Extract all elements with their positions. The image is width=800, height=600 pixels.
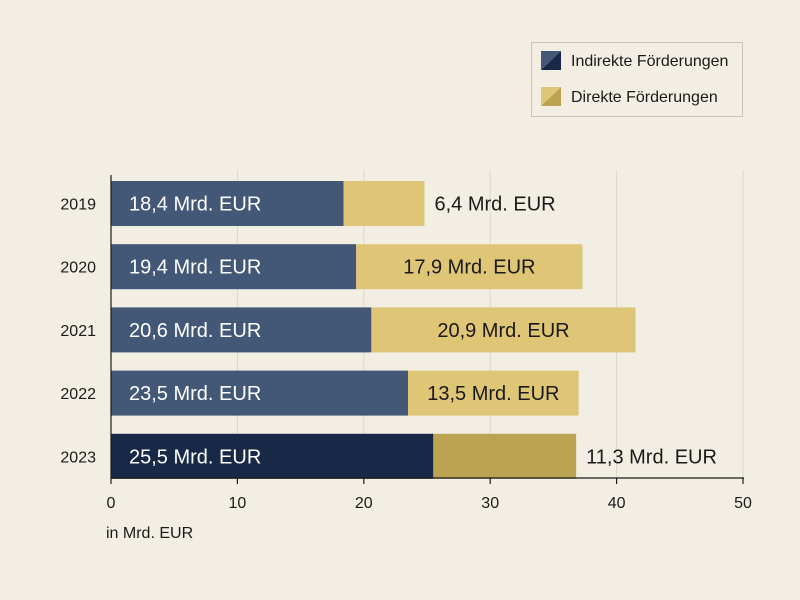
category-label-2019: 2019 [60,197,96,214]
bar-direct-2021 [371,307,636,353]
x-tick-label-40: 40 [608,495,626,512]
x-tick-label-10: 10 [229,495,247,512]
legend: Indirekte Förderungen Direkte Förderungen [531,42,743,117]
value-label-indirect-2019: 18,4 Mrd. EUR [129,194,261,216]
bar-indirect-2023 [111,433,434,479]
value-label-direct-2020: 17,9 Mrd. EUR [403,257,535,279]
value-label-indirect-2021: 20,6 Mrd. EUR [129,320,261,342]
value-label-direct-2021: 20,9 Mrd. EUR [437,320,569,342]
category-label-2021: 2021 [60,323,96,340]
legend-box [531,42,743,117]
legend-label-indirect: Indirekte Förderungen [571,53,728,70]
category-label-2020: 2020 [60,260,96,277]
value-label-direct-2023: 11,3 Mrd. EUR [586,446,717,468]
value-label-indirect-2023: 25,5 Mrd. EUR [129,446,261,468]
value-label-direct-2019: 6,4 Mrd. EUR [434,194,555,216]
x-tick-label-50: 50 [734,495,752,512]
category-label-2023: 2023 [60,449,96,466]
bar-direct-2019 [343,181,425,226]
x-axis-label: in Mrd. EUR [106,525,193,542]
bar-direct-2020 [356,244,583,290]
bar-direct-2022 [408,370,579,416]
x-tick-label-30: 30 [481,495,499,512]
axes: 2019 2020 2021 2022 2023 0 10 20 30 40 50 in Mrd. E… [60,175,752,542]
value-label-direct-2022: 13,5 Mrd. EUR [427,383,559,405]
bar-indirect-2021 [111,307,372,353]
bar-indirect-2022 [111,370,409,416]
legend-swatch-direct-dark [541,87,561,106]
legend-label-direct: Direkte Förderungen [571,89,718,106]
bar-indirect-2020 [111,244,357,290]
legend-swatch-indirect-dark [541,51,561,70]
value-label-indirect-2020: 19,4 Mrd. EUR [129,257,261,279]
x-tick-label-0: 0 [107,495,116,512]
bar-indirect-2019 [111,181,344,226]
bar-direct-2023 [433,433,577,479]
bars: 18,4 Mrd. EUR 6,4 Mrd. EUR 19,4 Mrd. EUR 17… [111,181,717,479]
x-tick-label-20: 20 [355,495,373,512]
category-label-2022: 2022 [60,386,96,403]
value-label-indirect-2022: 23,5 Mrd. EUR [129,383,261,405]
